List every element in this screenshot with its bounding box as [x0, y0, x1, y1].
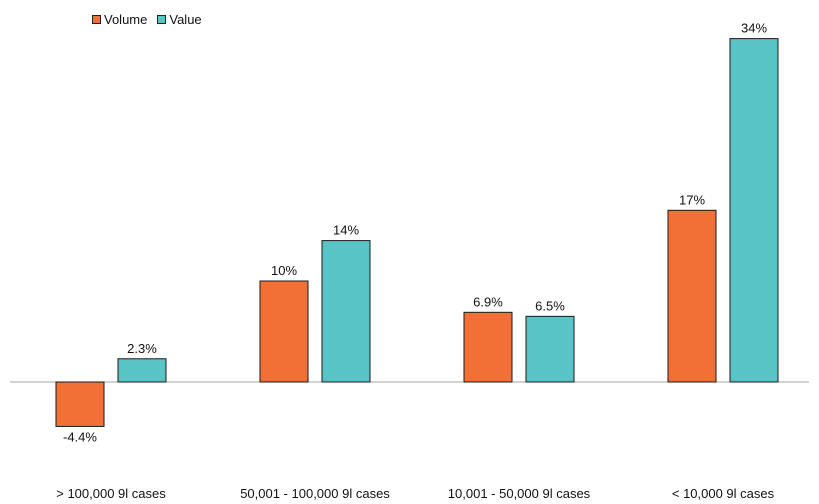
- legend-label-value: Value: [169, 12, 202, 27]
- legend-item-value: Value: [157, 12, 202, 27]
- category-label-2: 50,001 - 100,000 9l cases: [240, 486, 390, 501]
- chart-legend: Volume Value: [92, 12, 202, 27]
- category-label-3: 10,001 - 50,000 9l cases: [448, 486, 591, 501]
- bar-volume-4: [667, 209, 717, 383]
- data-label-volume-2: 10%: [271, 263, 297, 278]
- bar-value-2: [321, 240, 371, 383]
- bar-value-4: [729, 38, 779, 383]
- data-label-volume-3: 6.9%: [473, 294, 503, 309]
- category-label-1: > 100,000 9l cases: [56, 486, 166, 501]
- legend-item-volume: Volume: [92, 12, 147, 27]
- bar-volume-2: [259, 280, 309, 383]
- category-label-4: < 10,000 9l cases: [672, 486, 775, 501]
- data-label-volume-1: -4.4%: [63, 429, 97, 444]
- bar-volume-1: [55, 381, 105, 427]
- legend-swatch-volume: [92, 15, 101, 24]
- data-label-volume-4: 17%: [679, 192, 705, 207]
- data-label-value-4: 34%: [741, 21, 767, 36]
- legend-label-volume: Volume: [104, 12, 148, 27]
- bar-value-1: [117, 358, 167, 383]
- data-label-value-1: 2.3%: [127, 341, 157, 356]
- bar-value-3: [525, 315, 575, 383]
- data-label-value-2: 14%: [333, 223, 359, 238]
- legend-swatch-value: [157, 15, 167, 24]
- data-label-value-3: 6.5%: [535, 298, 565, 313]
- bar-volume-3: [463, 311, 513, 383]
